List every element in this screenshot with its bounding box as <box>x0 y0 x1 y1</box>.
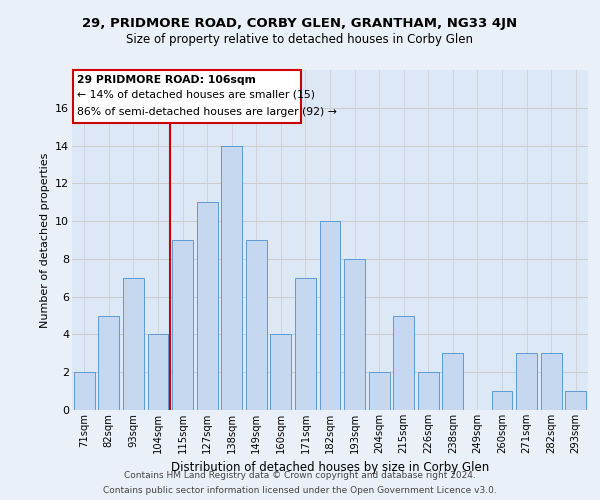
Bar <box>393 316 414 410</box>
Text: Size of property relative to detached houses in Corby Glen: Size of property relative to detached ho… <box>127 32 473 46</box>
X-axis label: Distribution of detached houses by size in Corby Glen: Distribution of detached houses by size … <box>171 462 489 474</box>
Text: 29 PRIDMORE ROAD: 106sqm: 29 PRIDMORE ROAD: 106sqm <box>77 74 256 85</box>
Text: Contains public sector information licensed under the Open Government Licence v3: Contains public sector information licen… <box>103 486 497 495</box>
Bar <box>246 240 267 410</box>
Bar <box>344 259 365 410</box>
Bar <box>320 221 340 410</box>
Bar <box>491 391 512 410</box>
Text: 86% of semi-detached houses are larger (92) →: 86% of semi-detached houses are larger (… <box>77 107 337 117</box>
Bar <box>271 334 292 410</box>
Bar <box>197 202 218 410</box>
Bar <box>368 372 389 410</box>
Bar <box>74 372 95 410</box>
Bar <box>221 146 242 410</box>
Bar <box>123 278 144 410</box>
Text: 29, PRIDMORE ROAD, CORBY GLEN, GRANTHAM, NG33 4JN: 29, PRIDMORE ROAD, CORBY GLEN, GRANTHAM,… <box>82 18 518 30</box>
FancyBboxPatch shape <box>73 70 301 123</box>
Bar <box>565 391 586 410</box>
Y-axis label: Number of detached properties: Number of detached properties <box>40 152 50 328</box>
Bar <box>418 372 439 410</box>
Bar <box>295 278 316 410</box>
Bar <box>516 354 537 410</box>
Text: Contains HM Land Registry data © Crown copyright and database right 2024.: Contains HM Land Registry data © Crown c… <box>124 471 476 480</box>
Bar <box>148 334 169 410</box>
Bar <box>98 316 119 410</box>
Bar <box>172 240 193 410</box>
Bar <box>442 354 463 410</box>
Bar <box>541 354 562 410</box>
Text: ← 14% of detached houses are smaller (15): ← 14% of detached houses are smaller (15… <box>77 90 315 100</box>
